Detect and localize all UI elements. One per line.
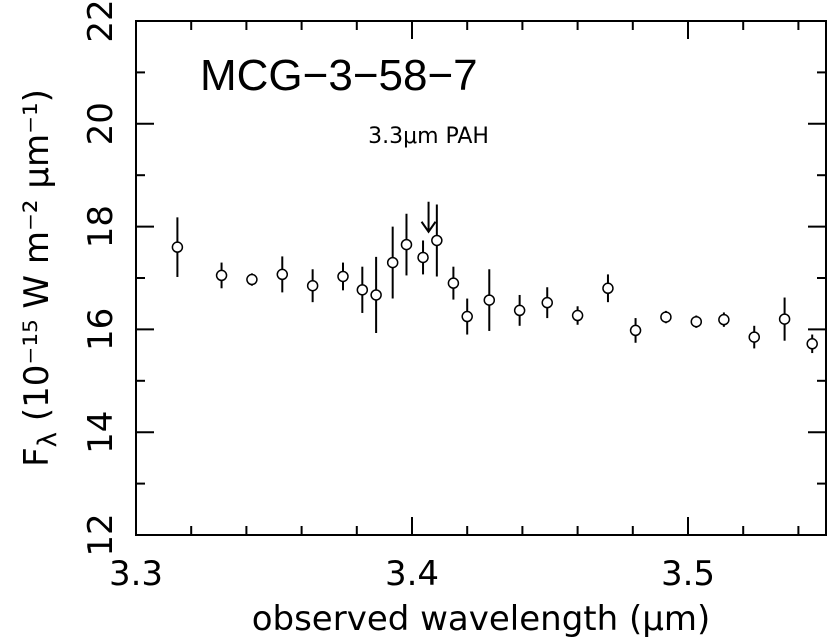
x-tick-label: 3.3 [109, 554, 163, 594]
data-point [306, 269, 319, 303]
chart-title: MCG−3−58−7 [200, 51, 478, 100]
point-marker [431, 234, 443, 247]
y-tick-label: 14 [81, 411, 121, 454]
axis-ticks [135, 20, 826, 536]
point-marker [602, 282, 614, 295]
data-point [215, 262, 228, 289]
point-marker [748, 331, 760, 343]
data-point [748, 325, 760, 349]
data-point [690, 315, 703, 328]
data-point [447, 266, 460, 300]
point-marker [447, 277, 460, 289]
y-axis-title-subscript: λ [33, 432, 63, 447]
point-marker [483, 294, 496, 306]
point-marker [215, 269, 228, 282]
arrow-head [420, 221, 437, 234]
x-tick-label: 3.4 [385, 554, 439, 594]
data-point [276, 256, 289, 293]
point-marker [461, 310, 473, 323]
pah-arrow-icon [420, 201, 437, 234]
data-point [431, 204, 443, 277]
point-marker [276, 268, 289, 281]
point-marker [171, 241, 184, 253]
data-point [602, 274, 614, 303]
data-points [171, 204, 818, 354]
data-point [806, 334, 818, 354]
pah-annotation-label: 3.3μm PAH [368, 124, 489, 149]
y-tick-label: 18 [81, 205, 121, 248]
data-point [513, 294, 526, 326]
data-point [629, 318, 642, 343]
point-marker [660, 311, 672, 323]
data-point [718, 312, 730, 327]
data-point [778, 297, 791, 341]
y-axis-title: Fλ (10⁻¹⁵ W m⁻² μm⁻¹) [17, 89, 63, 467]
data-point [417, 240, 429, 275]
point-marker [513, 304, 526, 317]
y-axis-title-units: (10⁻¹⁵ W m⁻² μm⁻¹) [17, 89, 57, 432]
data-point [370, 256, 382, 333]
x-axis-title: observed wavelength (μm) [252, 599, 711, 638]
point-marker [400, 238, 413, 251]
data-point [461, 298, 473, 335]
point-marker [386, 256, 399, 269]
point-marker [337, 270, 349, 283]
data-point [171, 217, 184, 277]
data-point [356, 266, 369, 313]
y-tick-label: 20 [81, 102, 121, 145]
point-marker [370, 289, 382, 301]
point-marker [718, 313, 730, 326]
point-marker [306, 279, 319, 292]
point-marker [571, 309, 584, 322]
data-point [660, 310, 672, 324]
data-point [246, 273, 258, 286]
x-tick-labels: 3.3 3.4 3.5 [109, 554, 715, 594]
point-marker [417, 251, 429, 264]
point-marker [778, 313, 791, 325]
y-axis-title-prefix: F [17, 447, 57, 467]
x-tick-label: 3.5 [661, 554, 715, 594]
point-marker [806, 338, 818, 350]
y-tick-label: 22 [81, 0, 121, 43]
data-point [571, 306, 584, 325]
data-point [386, 226, 399, 299]
point-marker [356, 284, 369, 296]
y-tick-label: 16 [81, 308, 121, 351]
point-marker [541, 296, 553, 309]
point-marker [690, 315, 703, 328]
point-marker [629, 324, 642, 337]
data-point [541, 287, 553, 319]
y-tick-label: 12 [81, 513, 121, 556]
point-marker [246, 273, 258, 286]
data-point [337, 262, 349, 291]
data-point [400, 213, 413, 276]
y-tick-labels: 12 14 16 18 20 22 [81, 0, 121, 557]
data-point [483, 269, 496, 331]
